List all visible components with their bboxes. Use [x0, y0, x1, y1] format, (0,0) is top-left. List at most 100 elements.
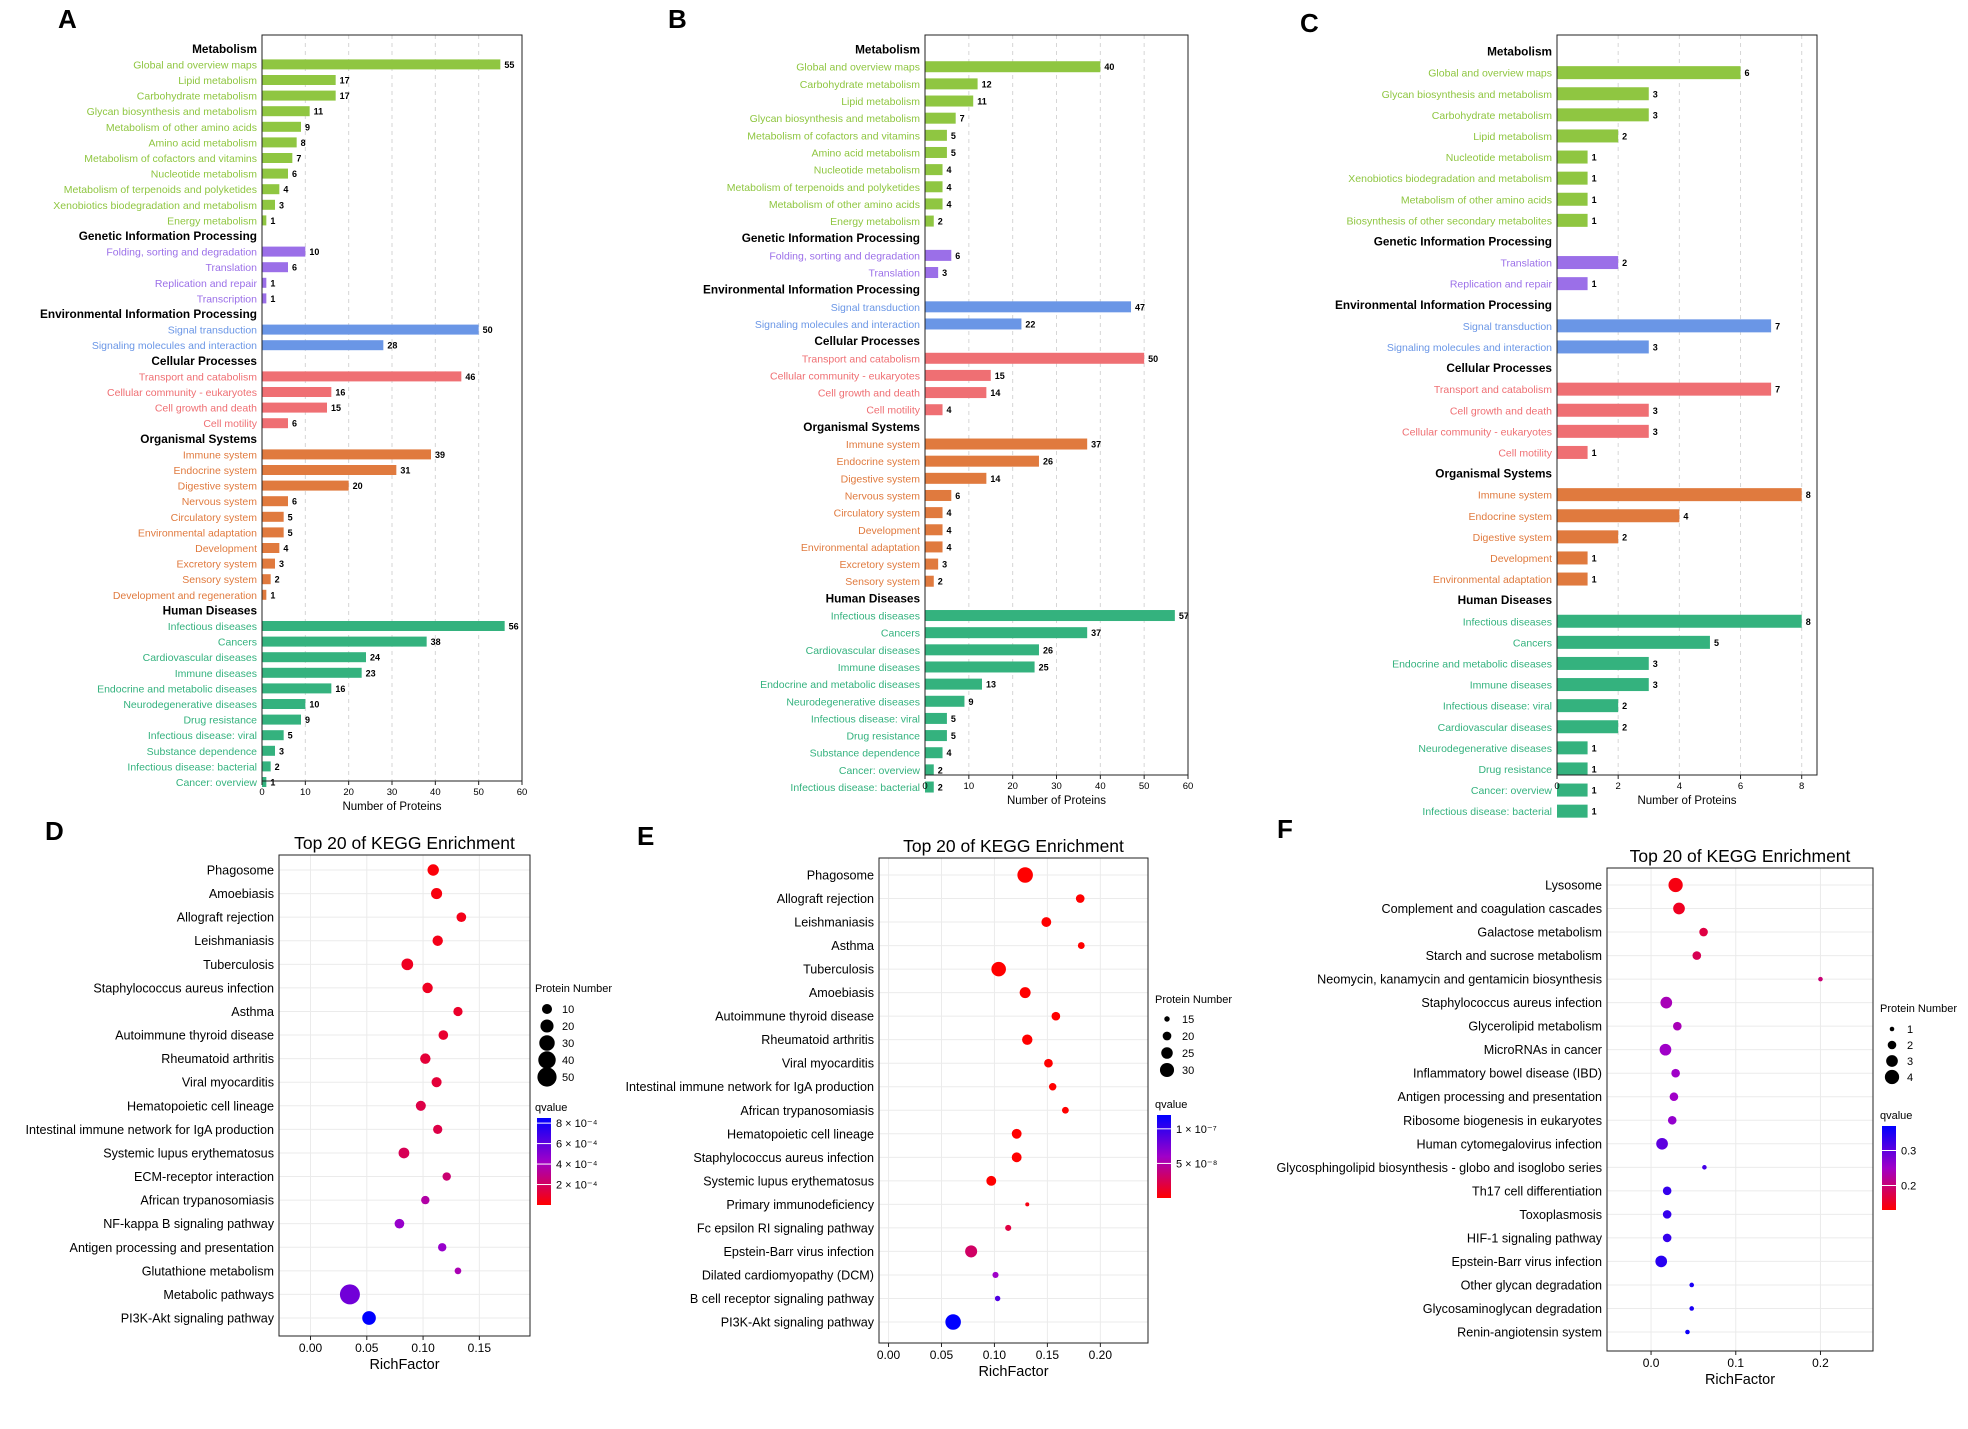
bar — [1557, 530, 1619, 544]
x-tick-label: 20 — [343, 787, 354, 798]
x-tick-label: 0.0 — [1643, 1356, 1660, 1370]
data-label: 7 — [296, 154, 301, 164]
category-label: Sensory system — [182, 574, 257, 586]
data-label: 3 — [1653, 406, 1658, 416]
size-legend-label: 40 — [562, 1055, 574, 1067]
category-label: Nervous system — [182, 496, 258, 508]
data-label: 3 — [1653, 680, 1658, 690]
data-label: 2 — [938, 217, 943, 227]
chart-title: Top 20 of KEGG Enrichment — [1630, 846, 1851, 866]
category-label: Cell growth and death — [1450, 405, 1552, 417]
category-label: Metabolism of other amino acids — [769, 199, 920, 211]
group-heading: Cellular Processes — [151, 354, 257, 368]
term-label: PI3K-Akt signaling pathway — [121, 1312, 275, 1326]
data-label: 17 — [340, 76, 350, 86]
size-legend-label: 20 — [562, 1021, 574, 1033]
bar — [1557, 277, 1588, 291]
data-label: 6 — [292, 263, 297, 273]
color-bar — [1157, 1115, 1171, 1198]
group-heading: Organismal Systems — [803, 420, 920, 434]
color-legend-title: qvalue — [1880, 1110, 1912, 1122]
category-label: Cell motility — [203, 418, 257, 430]
group-heading: Human Diseases — [163, 603, 258, 617]
data-label: 1 — [1592, 174, 1597, 184]
point — [431, 1077, 442, 1088]
color-tick-label: 5 × 10⁻⁸ — [1176, 1158, 1217, 1170]
x-tick-label: 0.10 — [411, 1341, 435, 1355]
bar — [925, 95, 974, 107]
point — [438, 1030, 449, 1040]
point — [1011, 1152, 1022, 1163]
size-legend-label: 4 — [1907, 1072, 1913, 1084]
point — [394, 1218, 405, 1229]
category-label: Nucleotide metabolism — [1446, 152, 1552, 164]
bar — [1557, 213, 1588, 227]
category-label: Endocrine and metabolic diseases — [1392, 658, 1552, 670]
data-label: 26 — [1043, 457, 1053, 467]
category-label: Immune system — [846, 439, 920, 451]
term-label: Intestinal immune network for IgA produc… — [625, 1080, 874, 1094]
category-label: Amino acid metabolism — [148, 137, 257, 149]
category-label: Signaling molecules and interaction — [755, 319, 920, 331]
x-tick-label: 60 — [517, 787, 528, 798]
data-label: 31 — [400, 466, 410, 476]
data-label: 4 — [947, 199, 952, 209]
data-label: 1 — [1592, 195, 1597, 205]
term-label: MicroRNAs in cancer — [1484, 1043, 1602, 1057]
bar — [925, 301, 1132, 313]
point — [1659, 1043, 1672, 1056]
bar — [262, 574, 271, 585]
bar — [262, 636, 427, 647]
scatter-panel-e: E Top 20 of KEGG Enrichment Phagosome Allog… — [625, 821, 1232, 1380]
point — [1662, 1210, 1672, 1219]
group-genetic-information-processing: Genetic Information Processing Translatio… — [1374, 234, 1628, 290]
term-label: Glycosaminoglycan degradation — [1423, 1302, 1602, 1316]
bar — [925, 215, 934, 227]
x-axis-label: Number of Proteins — [342, 801, 441, 813]
x-tick-label: 0.15 — [468, 1341, 492, 1355]
size-legend-dot — [539, 1035, 555, 1051]
bar — [262, 527, 284, 538]
x-axis-label: Number of Proteins — [1637, 795, 1736, 807]
point — [1662, 1233, 1672, 1243]
bar — [925, 249, 952, 261]
category-label: Drug resistance — [846, 731, 920, 743]
category-label: Digestive system — [1473, 532, 1553, 544]
point — [453, 1006, 463, 1017]
category-label: Development — [858, 525, 920, 537]
bar — [1557, 108, 1649, 122]
term-label: Intestinal immune network for IgA produc… — [25, 1123, 274, 1137]
x-axis-label: RichFactor — [1705, 1372, 1775, 1388]
bar — [1557, 741, 1588, 755]
category-label: Signaling molecules and interaction — [1387, 342, 1552, 354]
term-label: Leishmaniasis — [794, 916, 874, 930]
data-label: 1 — [270, 778, 275, 788]
bar — [1557, 635, 1710, 649]
bar — [262, 730, 284, 741]
point — [1685, 1329, 1690, 1335]
bar — [925, 575, 934, 587]
data-label: 6 — [292, 419, 297, 429]
category-label: Energy metabolism — [830, 216, 920, 228]
gridlines — [1607, 868, 1873, 1351]
category-label: Circulatory system — [834, 508, 921, 520]
category-label: Immune diseases — [1470, 680, 1552, 692]
bar — [925, 610, 1175, 622]
bar — [925, 730, 947, 742]
points — [1655, 877, 1823, 1335]
data-label: 1 — [270, 590, 275, 600]
bar — [1557, 445, 1588, 459]
x-axis: 0 10 20 30 40 50 60 Number of Proteins — [259, 781, 527, 813]
color-tick-label: 0.3 — [1901, 1146, 1916, 1158]
size-legend-dot — [1159, 1062, 1175, 1078]
category-label: Drug resistance — [183, 715, 257, 727]
point — [427, 864, 439, 876]
category-label: Infectious disease: bacterial — [790, 782, 920, 794]
category-label: Digestive system — [178, 481, 258, 493]
point — [965, 1245, 978, 1258]
point — [362, 1311, 376, 1325]
category-label: Infectious diseases — [1463, 616, 1552, 628]
data-label: 4 — [947, 508, 952, 518]
size-legend-label: 2 — [1907, 1040, 1913, 1052]
x-tick-label: 0.10 — [983, 1348, 1007, 1362]
